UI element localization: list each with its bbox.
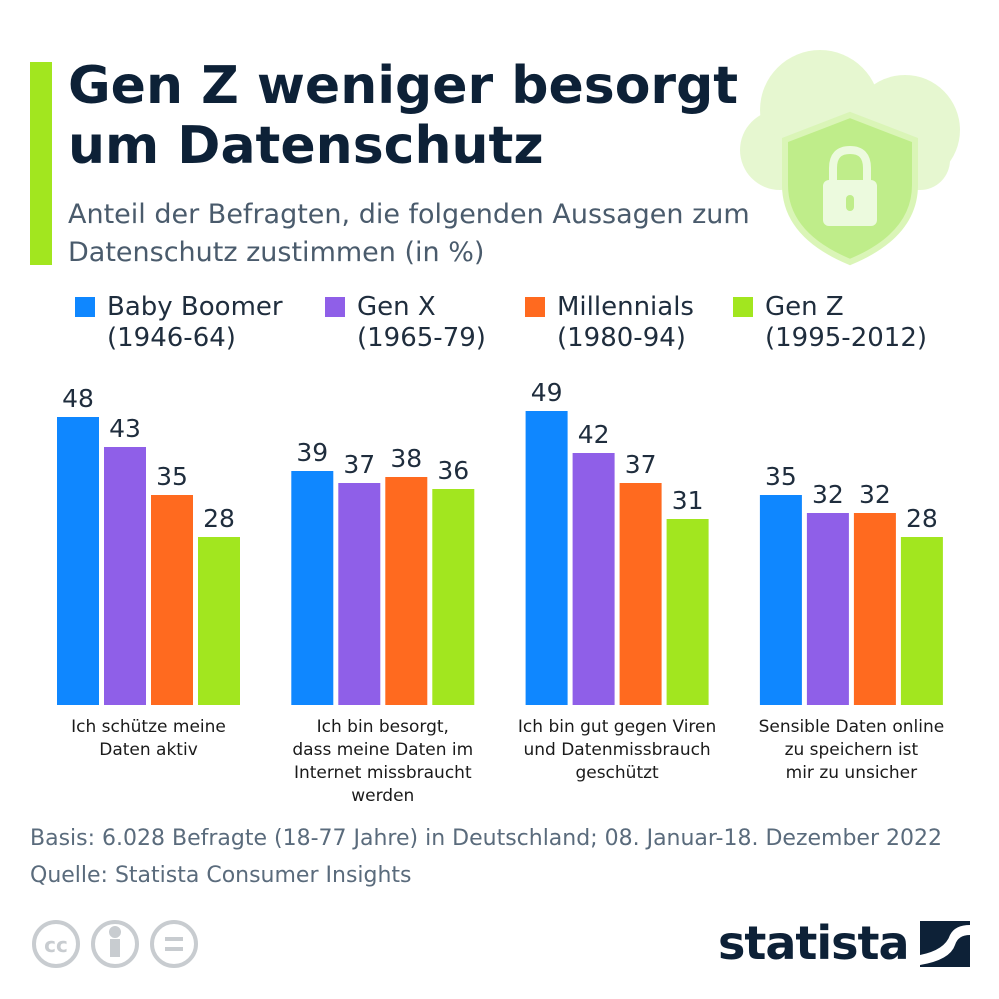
value-label: 38	[390, 444, 422, 473]
value-label: 37	[625, 450, 657, 479]
bar	[151, 495, 193, 705]
value-label: 31	[672, 486, 704, 515]
chart-title: Gen Z weniger besorgt um Datenschutz	[68, 56, 739, 176]
legend-label: Millennials (1980-94)	[557, 292, 694, 353]
value-label: 39	[296, 438, 328, 467]
bar	[432, 489, 475, 705]
x-tick-label: Ich bin besorgt, dass meine Daten im Int…	[292, 717, 474, 806]
license-icons: cc	[32, 920, 198, 968]
bar	[291, 471, 334, 705]
x-tick-label: Ich schütze meine Daten aktiv	[71, 717, 226, 760]
x-tick-label: Sensible Daten online zu speichern ist m…	[758, 717, 945, 783]
bar	[57, 417, 99, 705]
legend-swatch	[325, 297, 345, 317]
legend-label: Gen Z (1995-2012)	[765, 292, 928, 353]
legend-swatch	[525, 297, 545, 317]
bar	[900, 537, 943, 705]
bar	[525, 411, 568, 705]
bar	[198, 537, 240, 705]
value-label: 49	[531, 378, 563, 407]
value-label: 35	[156, 462, 188, 491]
value-label: 28	[203, 504, 235, 533]
logo: statista	[718, 916, 910, 970]
svg-text:cc: cc	[44, 933, 68, 957]
bar	[853, 513, 896, 705]
bar	[572, 453, 615, 705]
bar	[619, 483, 662, 705]
bar	[385, 477, 428, 705]
value-label: 32	[812, 480, 844, 509]
legend-label: Gen X (1965-79)	[357, 292, 486, 353]
value-label: 37	[343, 450, 375, 479]
logo-icon	[920, 921, 970, 967]
chart-subtitle: Anteil der Befragten, die folgenden Auss…	[68, 199, 750, 268]
legend-label: Baby Boomer (1946-64)	[107, 292, 283, 353]
value-label: 48	[62, 384, 94, 413]
value-label: 42	[578, 420, 610, 449]
footnote: Basis: 6.028 Befragte (18-77 Jahre) in D…	[30, 826, 942, 851]
legend-swatch	[733, 297, 753, 317]
accent-bar	[30, 62, 52, 265]
bar	[666, 519, 709, 705]
bar	[338, 483, 381, 705]
bar	[759, 495, 802, 705]
value-label: 35	[765, 462, 797, 491]
x-tick-label: Ich bin gut gegen Viren und Datenmissbra…	[517, 717, 717, 783]
shield-icon	[740, 50, 960, 266]
bar	[104, 447, 146, 705]
legend-swatch	[75, 297, 95, 317]
value-label: 32	[859, 480, 891, 509]
value-label: 28	[906, 504, 938, 533]
footnote: Quelle: Statista Consumer Insights	[30, 863, 412, 888]
value-label: 43	[109, 414, 141, 443]
bar	[806, 513, 849, 705]
value-label: 36	[437, 456, 469, 485]
